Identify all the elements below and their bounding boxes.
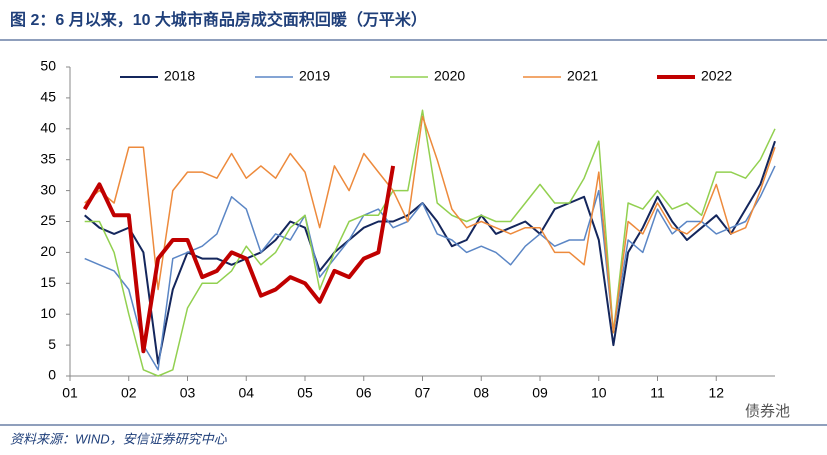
y-tick-label: 5 <box>48 336 56 352</box>
x-tick-label: 10 <box>591 385 607 401</box>
x-tick-label: 08 <box>473 385 489 401</box>
x-tick-label: 12 <box>708 385 724 401</box>
x-tick-label: 01 <box>62 385 78 401</box>
x-tick-label: 03 <box>180 385 196 401</box>
legend-label: 2019 <box>299 68 330 84</box>
y-tick-label: 20 <box>40 243 56 259</box>
y-tick-label: 35 <box>40 150 56 166</box>
x-tick-label: 07 <box>415 385 431 401</box>
y-tick-label: 25 <box>40 212 56 228</box>
series-line <box>84 109 776 377</box>
legend-label: 2021 <box>567 68 598 84</box>
series-line <box>84 115 776 334</box>
y-tick-label: 45 <box>40 89 56 105</box>
y-tick-label: 0 <box>48 367 56 383</box>
y-tick-label: 15 <box>40 274 56 290</box>
y-tick-label: 40 <box>40 120 56 136</box>
x-tick-label: 04 <box>238 385 254 401</box>
legend-label: 2018 <box>164 68 195 84</box>
chart-title: 图 2：6 月以来，10 大城市商品房成交面积回暖（万平米） <box>10 10 427 29</box>
series-line <box>82 165 396 354</box>
series-line <box>84 140 776 365</box>
y-tick-label: 50 <box>40 58 56 74</box>
x-tick-label: 09 <box>532 385 548 401</box>
x-tick-label: 02 <box>121 385 137 401</box>
y-tick-label: 10 <box>40 305 56 321</box>
series-line <box>84 165 776 371</box>
x-tick-label: 11 <box>650 385 665 401</box>
watermark: 债券池 <box>745 403 790 420</box>
x-tick-label: 06 <box>356 385 372 401</box>
legend-label: 2022 <box>701 68 732 84</box>
source-note: 资料来源：WIND，安信证券研究中心 <box>10 431 228 446</box>
y-tick-label: 30 <box>40 181 56 197</box>
legend-label: 2020 <box>434 68 465 84</box>
x-tick-label: 05 <box>297 385 313 401</box>
